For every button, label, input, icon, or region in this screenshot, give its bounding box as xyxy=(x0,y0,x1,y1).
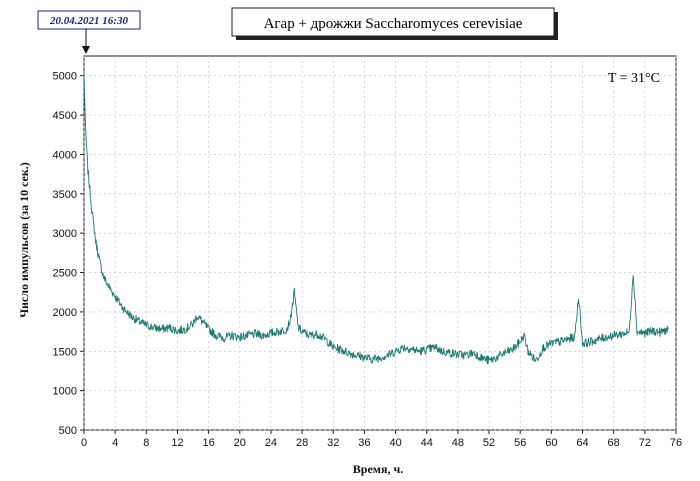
y-tick-label: 2000 xyxy=(53,307,77,319)
x-tick-label: 44 xyxy=(421,437,433,449)
x-tick-label: 40 xyxy=(389,437,401,449)
series-group xyxy=(83,70,669,365)
series-line xyxy=(83,70,669,365)
x-tick-label: 20 xyxy=(234,437,246,449)
plot-area xyxy=(83,55,677,431)
temperature-annotation: T = 31°C xyxy=(608,71,660,86)
timestamp-label: 20.04.2021 16:30 xyxy=(49,15,128,27)
x-tick-label: 28 xyxy=(296,437,308,449)
timestamp-stamp: 20.04.2021 16:30 xyxy=(37,10,141,54)
x-tick-label: 72 xyxy=(639,437,651,449)
y-tick-label: 3500 xyxy=(53,189,77,201)
y-tick-label: 4000 xyxy=(53,149,77,161)
chart-title-box: Агар + дрожжи Saccharomyces cerevisiae xyxy=(231,7,558,40)
x-tick-label: 64 xyxy=(576,437,588,449)
x-axis: 0 4 8 12 16 20 24 28 32 36 40 44 48 52 56 60 64 68 72 76 xyxy=(81,430,682,449)
x-tick-label: 24 xyxy=(265,437,277,449)
x-tick-label: 60 xyxy=(545,437,557,449)
x-tick-label: 52 xyxy=(483,437,495,449)
x-tick-label: 32 xyxy=(327,437,339,449)
x-tick-label: 0 xyxy=(81,437,87,449)
x-tick-label: 36 xyxy=(358,437,370,449)
y-tick-label: 5000 xyxy=(53,71,77,83)
y-tick-label: 4500 xyxy=(53,110,77,122)
x-tick-label: 16 xyxy=(203,437,215,449)
y-axis: 500 1000 1500 2000 2500 3000 3500 4000 4500 5000 xyxy=(53,71,84,437)
y-axis-label: Число импульсов (за 10 сек.) xyxy=(17,162,31,318)
x-tick-label: 48 xyxy=(452,437,464,449)
x-tick-label: 68 xyxy=(608,437,620,449)
grid-lines xyxy=(83,56,677,431)
y-tick-label: 3000 xyxy=(53,228,77,240)
x-tick-label: 76 xyxy=(670,437,682,449)
y-tick-label: 500 xyxy=(59,425,77,437)
x-axis-label: Время, ч. xyxy=(353,462,403,476)
y-tick-label: 1500 xyxy=(53,346,77,358)
y-tick-label: 1000 xyxy=(53,386,77,398)
x-tick-label: 56 xyxy=(514,437,526,449)
x-tick-label: 12 xyxy=(171,437,183,449)
chart-title: Агар + дрожжи Saccharomyces cerevisiae xyxy=(264,16,523,32)
x-tick-label: 4 xyxy=(112,437,118,449)
y-tick-label: 2500 xyxy=(53,268,77,280)
x-tick-label: 8 xyxy=(143,437,149,449)
